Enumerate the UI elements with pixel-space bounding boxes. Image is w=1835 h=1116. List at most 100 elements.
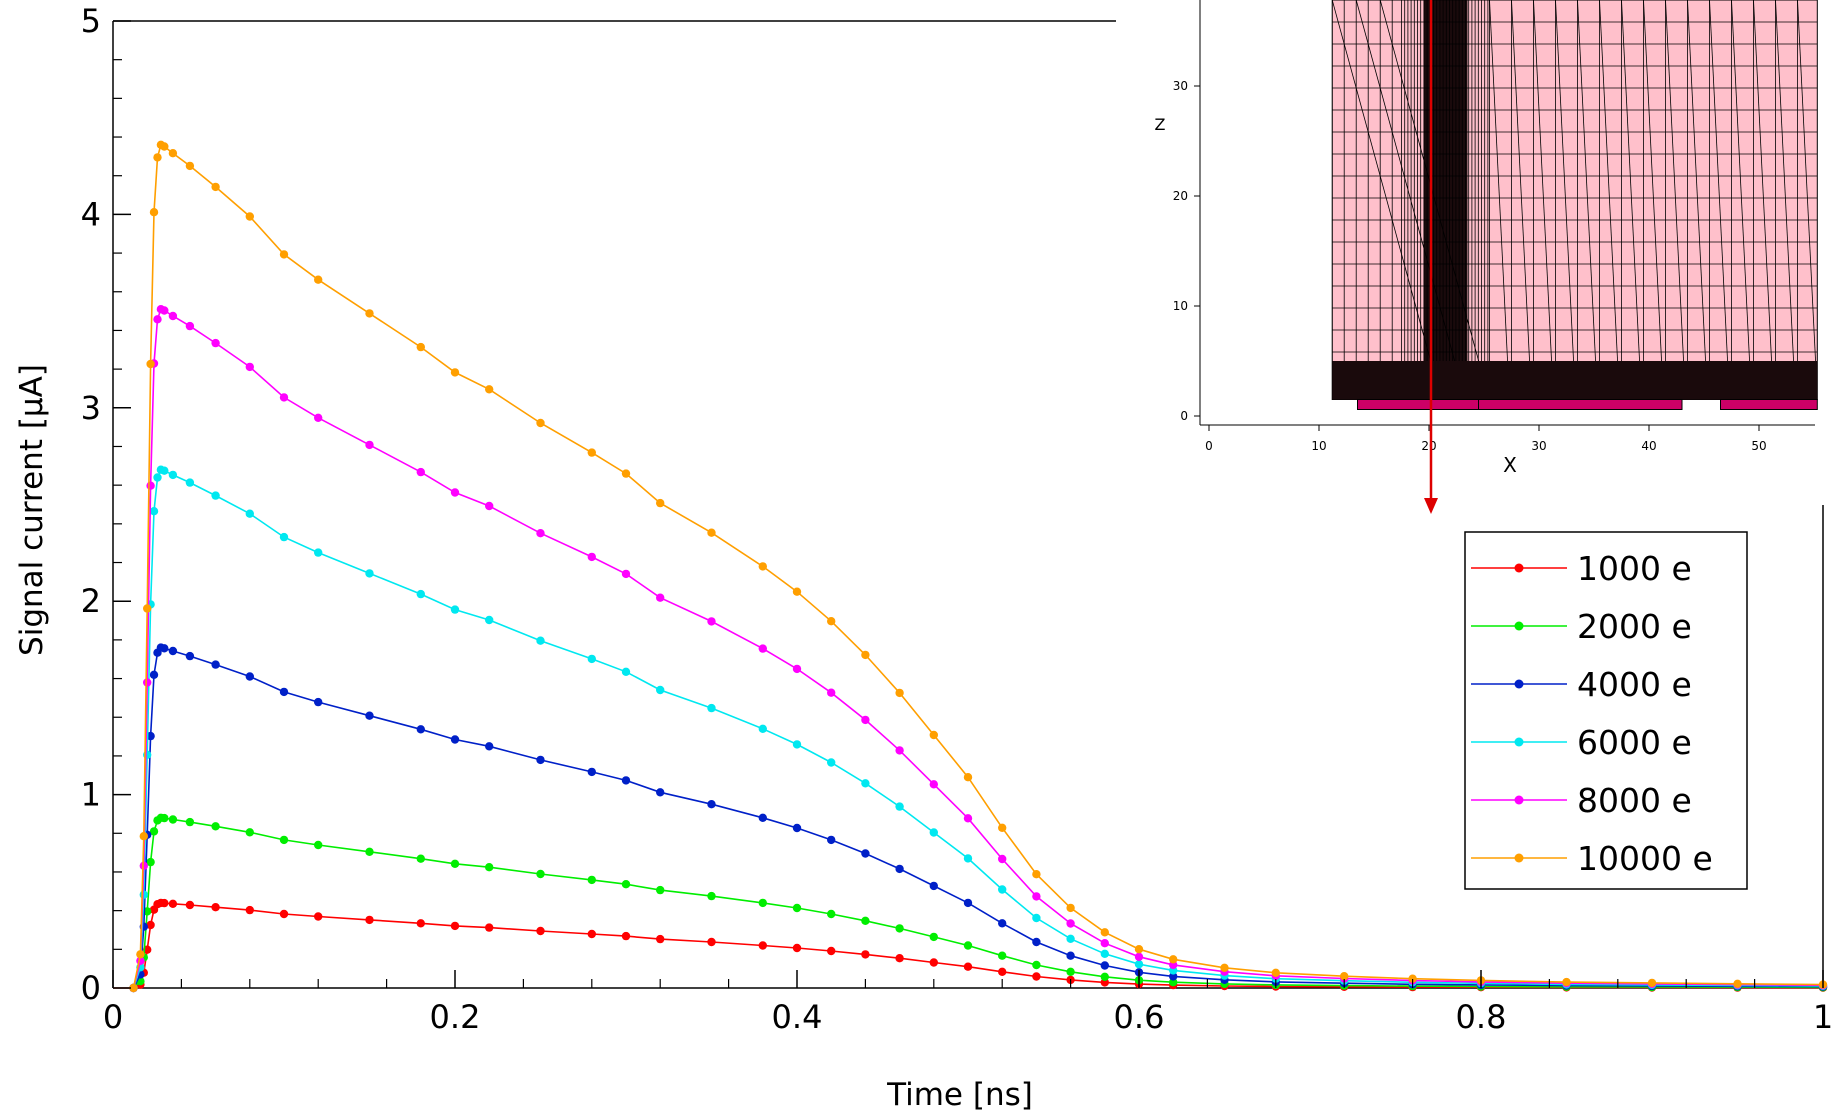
data-point — [279, 250, 289, 259]
arrow-head-icon — [1424, 498, 1438, 514]
data-point — [1032, 972, 1041, 981]
data-point — [929, 932, 938, 942]
data-point — [185, 321, 195, 331]
data-point — [963, 814, 973, 823]
data-point — [707, 800, 716, 809]
data-point — [1032, 913, 1041, 923]
data-point — [416, 854, 425, 863]
data-point — [827, 946, 836, 956]
data-point — [861, 715, 870, 725]
data-point — [314, 548, 323, 557]
data-point — [1408, 974, 1417, 983]
data-point — [139, 890, 148, 899]
data-point — [1340, 972, 1349, 981]
x-tick-label: 0.4 — [772, 998, 823, 1036]
data-point — [485, 615, 494, 625]
legend-label: 8000 e — [1577, 781, 1692, 820]
y-tick-label: 4 — [81, 195, 101, 233]
data-point — [160, 898, 169, 908]
series-10000-e — [113, 140, 1828, 993]
electrode — [1357, 399, 1479, 410]
data-point — [1100, 949, 1110, 958]
data-point — [656, 593, 665, 602]
data-point — [536, 529, 545, 538]
data-point — [963, 941, 973, 950]
data-point — [450, 859, 460, 868]
data-point — [149, 507, 159, 516]
legend-box — [1464, 531, 1748, 890]
data-point — [314, 912, 323, 921]
data-point — [450, 735, 460, 744]
data-point — [279, 835, 289, 845]
x-ticks: 0 0.2 0.4 0.6 0.8 1 — [103, 970, 1833, 1036]
data-point — [160, 644, 169, 653]
data-point — [485, 385, 494, 394]
data-point — [998, 919, 1007, 928]
data-point — [365, 847, 374, 856]
data-point — [185, 900, 195, 910]
data-point — [1032, 960, 1041, 970]
data-point — [1100, 939, 1110, 948]
data-point — [827, 835, 836, 845]
data-point — [168, 646, 178, 656]
data-point — [536, 869, 545, 879]
data-point — [656, 685, 665, 695]
inset-z-tick-label: 0 — [1180, 409, 1188, 423]
data-point — [895, 746, 904, 755]
data-point — [450, 368, 460, 377]
data-point — [1066, 903, 1075, 913]
data-point — [149, 827, 159, 836]
mesh-inset: 0 10 20 30 40 50 0 10 20 30 X Z — [1116, 0, 1835, 514]
legend-label: 1000 e — [1577, 549, 1692, 588]
data-point — [279, 909, 289, 919]
data-point — [185, 817, 195, 827]
data-point — [245, 672, 254, 681]
data-point — [1271, 968, 1281, 977]
data-point — [485, 501, 494, 511]
y-ticks: 0 1 2 3 4 5 — [81, 2, 131, 1007]
data-point — [998, 967, 1007, 976]
data-point — [365, 440, 374, 450]
data-point — [587, 552, 596, 562]
inset-x-axis-label: X — [1503, 453, 1517, 477]
data-point — [245, 905, 254, 915]
legend: 1000 e 2000 e 4000 e 6000 e 8000 e 10000 e — [1464, 531, 1748, 890]
data-point — [365, 309, 374, 318]
inset-x-tick-label: 20 — [1421, 439, 1436, 453]
data-point — [587, 929, 596, 939]
x-tick-label: 0.6 — [1114, 998, 1165, 1036]
data-point — [1169, 972, 1178, 981]
data-point — [314, 275, 323, 284]
data-point — [707, 937, 716, 947]
data-point — [963, 898, 973, 908]
data-point — [587, 448, 596, 457]
data-point — [621, 569, 631, 579]
data-point — [1066, 934, 1075, 943]
x-axis-label: Time [ns] — [886, 1077, 1033, 1112]
data-point — [758, 562, 767, 571]
data-point — [136, 950, 145, 959]
data-point — [485, 923, 494, 932]
data-point — [536, 636, 545, 645]
data-point — [895, 924, 904, 933]
data-point — [211, 903, 220, 912]
data-point — [168, 311, 178, 321]
data-point — [211, 338, 220, 348]
data-point — [827, 688, 836, 697]
data-point — [1032, 892, 1041, 901]
data-point — [143, 678, 152, 687]
legend-swatch-marker — [1514, 853, 1524, 863]
data-point — [536, 418, 545, 428]
data-point — [707, 528, 716, 537]
data-point — [1733, 979, 1742, 988]
data-point — [1100, 961, 1110, 970]
data-point — [153, 153, 162, 162]
data-point — [149, 670, 159, 679]
data-point — [758, 941, 767, 950]
data-point — [279, 532, 289, 542]
data-point — [827, 758, 836, 767]
data-point — [998, 951, 1007, 960]
data-point — [168, 815, 178, 824]
data-point — [587, 767, 596, 777]
